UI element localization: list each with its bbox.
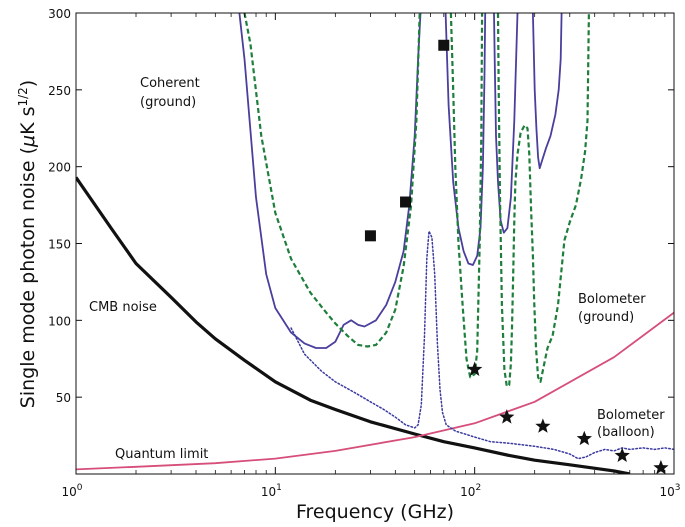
label-bolometer-ground-sub: (ground) [578, 310, 634, 325]
series-bolo_balloon-line [290, 230, 674, 460]
series-cmb-line [76, 176, 631, 474]
label-coherent-sub: (ground) [140, 95, 196, 110]
series-coherent-line [238, 13, 563, 349]
x-tick-label: 101 [261, 483, 282, 499]
y-axis-title-close: ) [17, 80, 39, 87]
x-axis-title: Frequency (GHz) [296, 501, 454, 523]
label-bolometer-ground: Bolometer [578, 292, 646, 307]
label-bolometer-balloon-sub: (balloon) [597, 425, 655, 440]
y-axis-title-exponent: 1/2 [16, 87, 30, 106]
star-marker-2 [499, 409, 515, 424]
star-marker-5 [614, 447, 630, 462]
y-tick-label: 100 [48, 314, 71, 328]
y-tick-label: 150 [48, 238, 71, 252]
marker-layer [364, 39, 669, 475]
y-tick-label: 250 [48, 84, 71, 98]
y-tick-label: 200 [48, 161, 71, 175]
y-tick-label: 50 [56, 391, 71, 405]
y-axis-title-mu: μ [17, 135, 39, 148]
y-axis-title-main: Single mode photon noise ( [17, 147, 39, 408]
square-marker-1 [364, 230, 376, 242]
axis-layer: 100 101 102 103 50 100 150 200 250 300 [48, 7, 680, 499]
star-marker-6 [653, 459, 669, 475]
square-marker-2 [400, 196, 412, 208]
series-bolo_ground-line [243, 13, 590, 388]
x-tick-label: 102 [460, 483, 481, 499]
star-marker-1 [467, 361, 483, 376]
x-tick-label: 100 [61, 483, 82, 499]
star-marker-4 [576, 430, 592, 446]
y-axis-title: Single mode photon noise (μK s1/2) [16, 80, 39, 408]
label-bolometer-balloon: Bolometer [597, 408, 665, 423]
square-marker-3 [438, 39, 450, 51]
series-quantum-line [76, 311, 674, 471]
star-marker-3 [535, 418, 551, 433]
y-tick-label: 300 [48, 7, 71, 21]
x-tick-label: 103 [659, 483, 680, 499]
y-axis-title-unit: K s [17, 106, 39, 134]
label-coherent: Coherent [140, 76, 200, 91]
label-quantum-limit: Quantum limit [115, 447, 208, 462]
label-cmb-noise: CMB noise [89, 300, 157, 315]
